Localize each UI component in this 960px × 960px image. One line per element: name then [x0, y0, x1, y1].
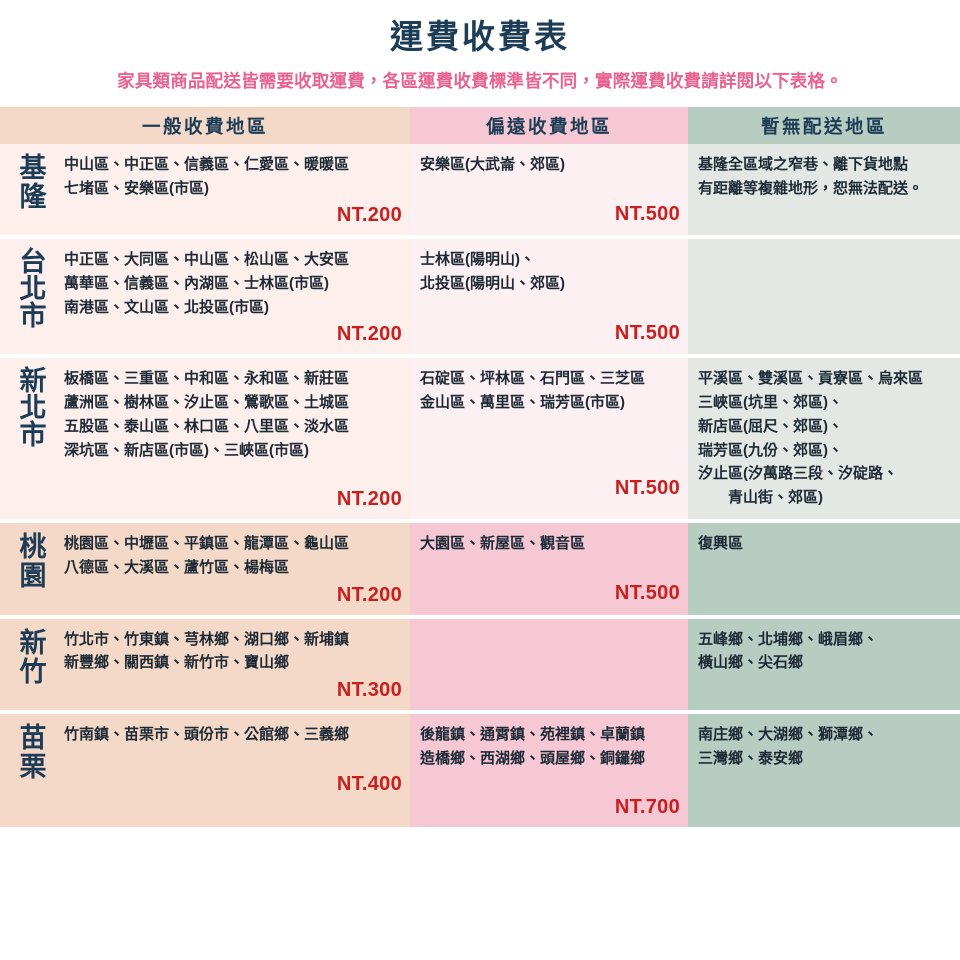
area-list-normal: 桃園區、中壢區、平鎮區、龍潭區、龜山區 八德區、大溪區、蘆竹區、楊梅區	[64, 535, 350, 576]
price-normal: NT.200	[336, 583, 402, 606]
price-normal: NT.200	[336, 323, 402, 346]
column-header-no-delivery: 暫無配送地區	[688, 107, 960, 144]
cell-remote: 大園區、新屋區、觀音區 NT.500	[410, 523, 688, 619]
region-label: 苗栗	[19, 722, 47, 783]
cell-remote: 士林區(陽明山)、 北投區(陽明山、郊區) NT.500	[410, 239, 688, 359]
price-normal: NT.200	[336, 204, 402, 227]
cell-normal: 桃園 桃園區、中壢區、平鎮區、龍潭區、龜山區 八德區、大溪區、蘆竹區、楊梅區 N…	[0, 523, 410, 619]
cell-no-delivery: 復興區	[688, 523, 960, 619]
area-list-remote: 士林區(陽明山)、 北投區(陽明山、郊區)	[420, 251, 565, 293]
table-row: 桃園 桃園區、中壢區、平鎮區、龍潭區、龜山區 八德區、大溪區、蘆竹區、楊梅區 N…	[0, 523, 960, 619]
area-list-normal: 板橋區、三重區、中和區、永和區、新莊區 蘆洲區、樹林區、汐止區、鶯歌區、土城區 …	[64, 370, 350, 459]
area-list-normal: 中山區、中正區、信義區、仁愛區、暖暖區 七堵區、安樂區(市區)	[64, 156, 350, 197]
area-list-remote: 石碇區、坪林區、石門區、三芝區 金山區、萬里區、瑞芳區(市區)	[420, 370, 646, 412]
table-row: 基隆 中山區、中正區、信義區、仁愛區、暖暖區 七堵區、安樂區(市區) NT.20…	[0, 144, 960, 240]
cell-normal: 新北市 板橋區、三重區、中和區、永和區、新莊區 蘆洲區、樹林區、汐止區、鶯歌區、…	[0, 358, 410, 524]
shipping-fee-table: 一般收費地區 偏遠收費地區 暫無配送地區 基隆 中山區、中正區、信義區、仁愛區、…	[0, 107, 960, 828]
page-title: 運費收費表	[390, 18, 570, 55]
cell-remote: 安樂區(大武崙、郊區) NT.500	[410, 144, 688, 240]
price-remote: NT.500	[614, 321, 680, 344]
cell-remote	[410, 618, 688, 714]
price-remote: NT.500	[614, 476, 680, 499]
region-label: 新竹	[19, 627, 47, 687]
cell-no-delivery	[688, 239, 960, 359]
area-list-remote: 安樂區(大武崙、郊區)	[420, 156, 565, 173]
table-row: 台北市 中正區、大同區、中山區、松山區、大安區 萬華區、信義區、內湖區、士林區(…	[0, 239, 960, 359]
cell-no-delivery: 南庄鄉、大湖鄉、獅潭鄉、 三灣鄉、泰安鄉	[688, 713, 960, 828]
page-subtitle: 家具類商品配送皆需要收取運費，各區運費收費標準皆不同，實際運費收費請詳閱以下表格…	[117, 71, 843, 92]
region-label: 台北市	[19, 247, 47, 332]
table-row: 新竹 竹北市、竹東鎮、芎林鄉、湖口鄉、新埔鎮 新豐鄉、關西鎮、新竹市、寶山鄉 N…	[0, 618, 960, 714]
table-row: 苗栗 竹南鎮、苗栗市、頭份市、公館鄉、三義鄉 NT.400 後龍鎮、通霄鎮、苑裡…	[0, 713, 960, 828]
cell-remote: 石碇區、坪林區、石門區、三芝區 金山區、萬里區、瑞芳區(市區) NT.500	[410, 358, 688, 524]
area-list-no-delivery: 復興區	[698, 535, 744, 553]
cell-no-delivery: 基隆全區域之窄巷、離下貨地點 有距離等複雜地形，恕無法配送。	[688, 144, 960, 240]
cell-no-delivery: 平溪區、雙溪區、貢寮區、烏來區 三峽區(坑里、郊區)、 新店區(屈尺、郊區)、 …	[688, 358, 960, 524]
price-remote: NT.700	[614, 796, 680, 819]
area-list-remote: 大園區、新屋區、觀音區	[420, 535, 586, 553]
cell-normal: 新竹 竹北市、竹東鎮、芎林鄉、湖口鄉、新埔鎮 新豐鄉、關西鎮、新竹市、寶山鄉 N…	[0, 618, 410, 714]
area-list-normal: 竹南鎮、苗栗市、頭份市、公館鄉、三義鄉	[64, 725, 350, 743]
price-normal: NT.200	[336, 488, 402, 511]
cell-normal: 台北市 中正區、大同區、中山區、松山區、大安區 萬華區、信義區、內湖區、士林區(…	[0, 239, 410, 359]
cell-remote: 後龍鎮、通霄鎮、苑裡鎮、卓蘭鎮 造橋鄉、西湖鄉、頭屋鄉、銅鑼鄉 NT.700	[410, 713, 688, 828]
area-list-no-delivery: 基隆全區域之窄巷、離下貨地點 有距離等複雜地形，恕無法配送。	[698, 156, 924, 197]
price-normal: NT.300	[336, 678, 402, 701]
cell-no-delivery: 五峰鄉、北埔鄉、峨眉鄉、 橫山鄉、尖石鄉	[688, 618, 960, 714]
price-remote: NT.500	[614, 202, 680, 225]
area-list-remote: 後龍鎮、通霄鎮、苑裡鎮、卓蘭鎮 造橋鄉、西湖鄉、頭屋鄉、銅鑼鄉	[420, 725, 646, 767]
price-normal: NT.400	[336, 772, 402, 795]
page-header: 運費收費表 家具類商品配送皆需要收取運費，各區運費收費標準皆不同，實際運費收費請…	[0, 0, 960, 93]
price-remote: NT.500	[614, 581, 680, 604]
cell-normal: 苗栗 竹南鎮、苗栗市、頭份市、公館鄉、三義鄉 NT.400	[0, 713, 410, 828]
area-list-normal: 竹北市、竹東鎮、芎林鄉、湖口鄉、新埔鎮 新豐鄉、關西鎮、新竹市、寶山鄉	[64, 630, 350, 672]
area-list-normal: 中正區、大同區、中山區、松山區、大安區 萬華區、信義區、內湖區、士林區(市區) …	[64, 251, 350, 316]
region-label: 基隆	[19, 153, 47, 213]
area-list-no-delivery: 平溪區、雙溪區、貢寮區、烏來區 三峽區(坑里、郊區)、 新店區(屈尺、郊區)、 …	[698, 370, 924, 506]
column-header-normal: 一般收費地區	[0, 107, 410, 144]
region-label: 新北市	[19, 366, 47, 451]
region-label: 桃園	[19, 532, 47, 592]
area-list-no-delivery: 五峰鄉、北埔鄉、峨眉鄉、 橫山鄉、尖石鄉	[698, 630, 879, 672]
table-header-row: 一般收費地區 偏遠收費地區 暫無配送地區	[0, 107, 960, 144]
table-row: 新北市 板橋區、三重區、中和區、永和區、新莊區 蘆洲區、樹林區、汐止區、鶯歌區、…	[0, 358, 960, 524]
column-header-remote: 偏遠收費地區	[410, 107, 688, 144]
cell-normal: 基隆 中山區、中正區、信義區、仁愛區、暖暖區 七堵區、安樂區(市區) NT.20…	[0, 144, 410, 240]
area-list-no-delivery: 南庄鄉、大湖鄉、獅潭鄉、 三灣鄉、泰安鄉	[698, 725, 879, 767]
